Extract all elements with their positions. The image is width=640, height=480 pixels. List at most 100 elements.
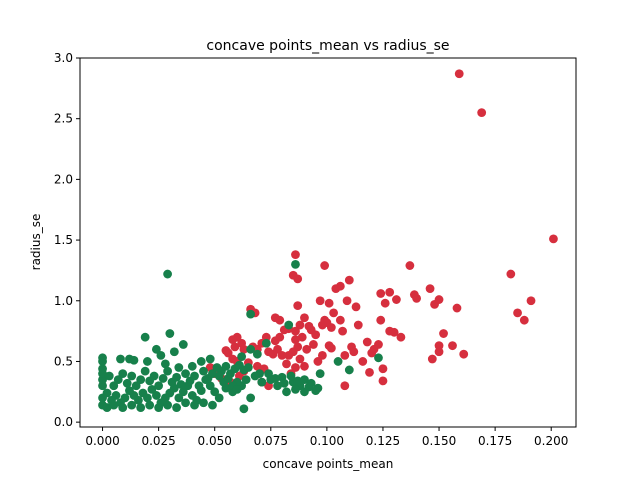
benign-point: [174, 363, 184, 372]
benign-point: [304, 382, 314, 392]
malignant-point: [380, 298, 390, 308]
malignant-point: [331, 284, 341, 294]
malignant-point: [353, 320, 363, 330]
benign-point: [246, 393, 256, 403]
benign-point: [147, 384, 157, 394]
x-tick-label: 0.000: [85, 434, 119, 448]
benign-point: [118, 403, 128, 412]
malignant-point: [313, 357, 323, 366]
malignant-point: [358, 357, 368, 366]
benign-point: [163, 366, 173, 376]
malignant-point: [526, 296, 536, 306]
malignant-point: [326, 323, 336, 332]
x-tick-label: 0.025: [141, 434, 175, 448]
benign-point: [241, 375, 251, 385]
malignant-point: [365, 367, 374, 377]
malignant-point: [392, 295, 401, 304]
benign-point: [237, 352, 247, 361]
malignant-point: [434, 341, 444, 351]
benign-point: [208, 400, 217, 410]
benign-point: [286, 371, 296, 381]
malignant-point: [320, 261, 330, 270]
malignant-point: [284, 350, 294, 360]
benign-point: [187, 391, 197, 400]
malignant-point: [291, 363, 300, 372]
malignant-point: [519, 315, 529, 325]
malignant-point: [293, 301, 303, 311]
malignant-point: [228, 335, 238, 345]
benign-point: [102, 403, 112, 412]
benign-point: [273, 381, 282, 391]
benign-point: [181, 369, 190, 378]
benign-point: [232, 384, 242, 394]
benign-point: [172, 403, 181, 412]
benign-point: [250, 371, 260, 381]
benign-point: [243, 363, 253, 372]
malignant-point: [297, 332, 307, 342]
malignant-point: [293, 274, 303, 284]
benign-point: [187, 361, 197, 371]
benign-point: [246, 344, 256, 354]
malignant-point: [378, 364, 388, 374]
malignant-point: [326, 343, 336, 353]
x-axis-label: concave points_mean: [263, 457, 394, 471]
malignant-point: [295, 354, 305, 364]
malignant-point: [452, 303, 462, 313]
malignant-point: [295, 320, 305, 330]
malignant-point: [344, 275, 354, 285]
benign-point: [264, 369, 273, 378]
malignant-point: [459, 349, 469, 359]
x-tick-label: 0.075: [254, 434, 288, 448]
benign-point: [178, 340, 188, 349]
malignant-point: [324, 298, 334, 308]
benign-point: [199, 398, 208, 408]
benign-point: [127, 371, 137, 381]
plot-frame: [79, 57, 577, 428]
y-tick-label: 1.5: [54, 233, 73, 247]
malignant-point: [270, 313, 280, 323]
malignant-point: [362, 337, 372, 347]
malignant-point: [405, 261, 415, 270]
benign-point: [116, 354, 125, 364]
malignant-point: [270, 336, 280, 346]
benign-point: [178, 387, 188, 397]
malignant-point: [317, 350, 327, 360]
benign-point: [156, 350, 166, 360]
malignant-point: [302, 344, 312, 354]
malignant-point: [412, 293, 422, 303]
benign-point: [154, 381, 164, 391]
benign-point: [279, 378, 289, 388]
malignant-point: [349, 347, 359, 357]
benign-point: [125, 386, 134, 395]
benign-point: [221, 361, 231, 371]
malignant-point: [427, 354, 437, 364]
benign-point: [138, 388, 148, 398]
benign-point: [270, 374, 280, 383]
malignant-point: [315, 296, 325, 306]
malignant-point: [300, 361, 309, 371]
benign-point: [98, 375, 107, 385]
malignant-point: [434, 347, 444, 357]
y-tick-label: 0.0: [54, 415, 73, 429]
benign-point: [140, 366, 150, 376]
benign-point: [149, 371, 159, 381]
benign-point: [98, 364, 107, 374]
chart-title: concave points_mean vs radius_se: [206, 38, 449, 54]
x-tick-label: 0.050: [198, 434, 232, 448]
malignant-point: [277, 350, 287, 360]
benign-point: [165, 329, 175, 338]
benign-point: [190, 400, 199, 410]
benign-point: [205, 354, 215, 364]
benign-point: [196, 357, 206, 366]
malignant-point: [376, 289, 386, 298]
malignant-point: [549, 234, 558, 244]
malignant-point: [221, 346, 231, 355]
benign-point: [239, 404, 249, 414]
y-tick-label: 3.0: [54, 51, 73, 65]
malignant-point: [300, 313, 309, 323]
benign-point: [199, 366, 208, 376]
malignant-point: [439, 329, 448, 338]
benign-point: [118, 369, 128, 378]
malignant-point: [340, 350, 350, 360]
malignant-point: [425, 284, 435, 294]
